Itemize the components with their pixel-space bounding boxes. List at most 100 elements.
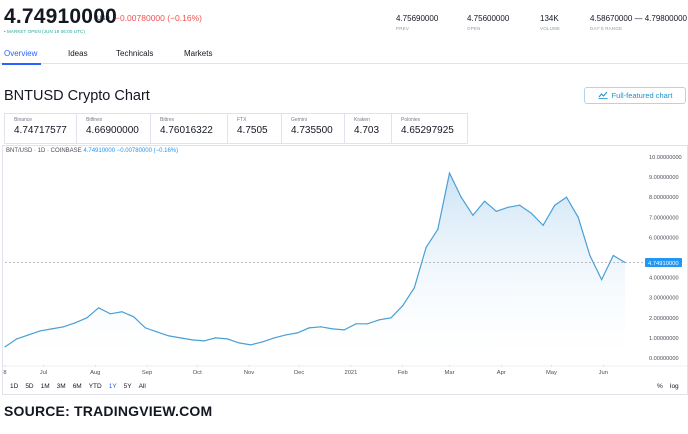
data-point bbox=[413, 287, 415, 289]
exchange-prices: Binance 4.74717577 Bitfinex 4.66900000 B… bbox=[4, 113, 468, 144]
range-3m[interactable]: 3M bbox=[56, 383, 66, 390]
data-point bbox=[16, 338, 18, 340]
log-scale-toggle[interactable]: log bbox=[670, 383, 679, 390]
exchange-name: Kraken bbox=[354, 117, 370, 123]
data-point bbox=[577, 216, 579, 218]
price-line bbox=[4, 171, 626, 348]
stat-prev-value: 4.75690000 bbox=[396, 14, 439, 23]
exchange-ftx[interactable]: FTX 4.7505 bbox=[227, 113, 281, 144]
data-point bbox=[601, 279, 603, 281]
chart-legend: BNT/USD · 1D · COINBASE 4.74910000 −0.00… bbox=[6, 148, 178, 154]
data-point bbox=[495, 210, 497, 212]
exchange-value: 4.735500 bbox=[291, 125, 333, 136]
exchange-name: Gemini bbox=[291, 117, 307, 123]
range-5y[interactable]: 5Y bbox=[123, 383, 132, 390]
page-title: BNTUSD Crypto Chart bbox=[4, 88, 150, 104]
exchange-kraken[interactable]: Kraken 4.703 bbox=[344, 113, 391, 144]
data-point bbox=[519, 204, 521, 206]
data-point bbox=[121, 311, 123, 313]
data-point bbox=[484, 200, 486, 202]
data-point bbox=[612, 254, 614, 257]
exchange-name: Poloniex bbox=[401, 117, 421, 123]
data-point bbox=[27, 334, 29, 336]
legend-change: −0.00780000 (−0.16%) bbox=[116, 148, 179, 154]
range-1m[interactable]: 1M bbox=[40, 383, 50, 390]
exchange-value: 4.65297925 bbox=[401, 125, 454, 136]
stat-volume: 134K VOLUME bbox=[540, 14, 560, 31]
y-tick-label: 2.00000000 bbox=[649, 316, 679, 322]
data-point bbox=[320, 326, 322, 328]
data-point bbox=[565, 196, 568, 198]
legend-symbol: BNT/USD · 1D · COINBASE bbox=[6, 148, 82, 154]
x-tick-label: Jun bbox=[599, 370, 608, 376]
range-1y[interactable]: 1Y bbox=[108, 383, 117, 390]
data-point bbox=[507, 206, 509, 208]
range-all[interactable]: All bbox=[138, 383, 146, 390]
stat-open: 4.75600000 OPEN bbox=[467, 14, 509, 31]
x-tick-label: 2021 bbox=[344, 370, 357, 376]
tab-ideas[interactable]: Ideas bbox=[68, 49, 88, 58]
range-ytd[interactable]: YTD bbox=[88, 383, 102, 390]
data-point bbox=[238, 342, 240, 344]
tab-bar: Overview Ideas Technicals Markets bbox=[0, 44, 688, 64]
data-point bbox=[437, 228, 439, 230]
full-featured-chart-label: Full-featured chart bbox=[611, 91, 673, 100]
stat-open-label: OPEN bbox=[467, 26, 481, 31]
range-5d[interactable]: 5D bbox=[25, 383, 34, 390]
active-tab-indicator bbox=[2, 63, 41, 65]
price-change: −0.00780000 (−0.16%) bbox=[115, 13, 202, 23]
data-point bbox=[355, 323, 357, 325]
data-point bbox=[285, 334, 287, 336]
exchange-value: 4.76016322 bbox=[160, 125, 213, 136]
full-featured-chart-button[interactable]: Full-featured chart bbox=[584, 87, 686, 104]
x-tick-label: Aug bbox=[90, 370, 100, 376]
y-tick-label: 7.00000000 bbox=[649, 215, 679, 221]
header: 4.74910000 USD −0.00780000 (−0.16%) • MA… bbox=[0, 0, 688, 40]
exchange-bitfinex[interactable]: Bitfinex 4.66900000 bbox=[76, 113, 150, 144]
data-point bbox=[542, 224, 544, 226]
data-point bbox=[98, 307, 100, 309]
exchange-bittrex[interactable]: Bittrex 4.76016322 bbox=[150, 113, 227, 144]
range-6m[interactable]: 6M bbox=[72, 383, 82, 390]
exchange-name: Bitfinex bbox=[86, 117, 103, 123]
exchange-poloniex[interactable]: Poloniex 4.65297925 bbox=[391, 113, 468, 144]
tab-markets[interactable]: Markets bbox=[184, 49, 213, 58]
percent-scale-toggle[interactable]: % bbox=[657, 383, 663, 390]
data-point bbox=[133, 316, 135, 318]
stat-prev: 4.75690000 PREV bbox=[396, 14, 438, 31]
x-tick-label: Oct bbox=[193, 370, 202, 376]
tab-overview[interactable]: Overview bbox=[4, 49, 38, 58]
exchange-value: 4.66900000 bbox=[86, 125, 139, 136]
last-price-label: 4.74910000 bbox=[648, 261, 679, 267]
market-status: • MARKET OPEN (JUN 19 06:00 UTC) bbox=[4, 29, 85, 34]
chart-icon bbox=[598, 91, 608, 101]
x-tick-label: Jul bbox=[40, 370, 47, 376]
currency-label: USD bbox=[97, 16, 110, 22]
exchange-value: 4.703 bbox=[354, 125, 380, 136]
data-point bbox=[215, 337, 217, 339]
data-point bbox=[296, 332, 298, 334]
exchange-gemini[interactable]: Gemini 4.735500 bbox=[281, 113, 344, 144]
data-point bbox=[460, 196, 462, 198]
stat-open-value: 4.75600000 bbox=[467, 14, 510, 23]
data-point bbox=[156, 331, 158, 333]
data-point bbox=[589, 254, 591, 257]
exchange-name: Bittrex bbox=[160, 117, 175, 123]
current-price: 4.74910000 bbox=[4, 5, 117, 28]
y-tick-label: 1.00000000 bbox=[649, 336, 679, 342]
y-tick-label: 6.00000000 bbox=[649, 235, 679, 241]
data-point bbox=[273, 337, 275, 339]
data-point bbox=[390, 317, 392, 319]
tab-technicals[interactable]: Technicals bbox=[116, 49, 154, 58]
area-fill bbox=[5, 173, 625, 358]
data-point bbox=[74, 322, 76, 324]
exchange-name: Binance bbox=[14, 117, 33, 123]
range-1d[interactable]: 1D bbox=[10, 383, 19, 390]
source-caption: SOURCE: TRADINGVIEW.COM bbox=[4, 403, 213, 419]
data-point bbox=[4, 346, 6, 348]
range-selector: 1D 5D 1M 3M 6M YTD 1Y 5Y All bbox=[10, 383, 153, 390]
exchange-binance[interactable]: Binance 4.74717577 bbox=[4, 113, 76, 144]
data-point bbox=[203, 340, 205, 342]
y-tick-label: 8.00000000 bbox=[649, 195, 679, 201]
y-tick-label: 4.00000000 bbox=[649, 276, 679, 282]
